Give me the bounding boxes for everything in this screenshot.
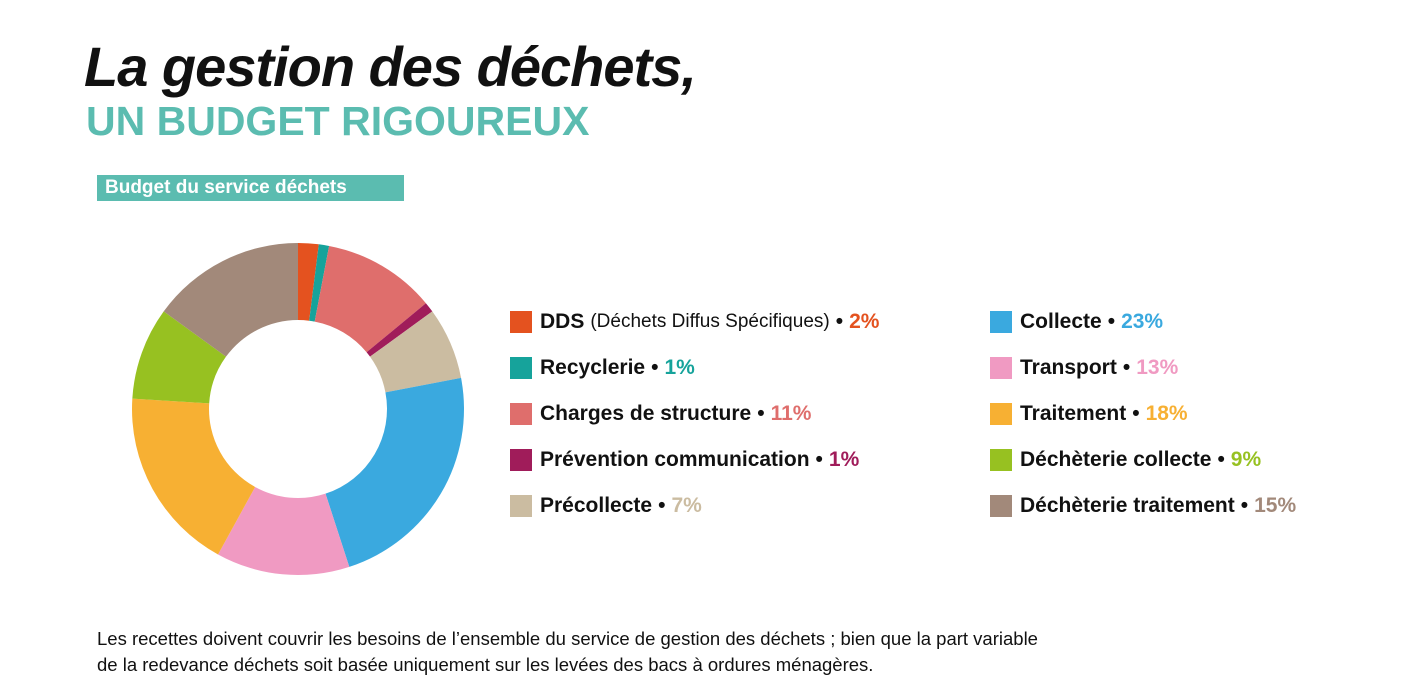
- legend-item: Collecte • 23%: [990, 310, 1163, 334]
- legend-value: 15%: [1254, 494, 1297, 517]
- legend-value: 1%: [828, 448, 860, 471]
- donut-slice: [366, 303, 433, 357]
- legend-value: 23%: [1121, 310, 1164, 333]
- legend-label: Traitement: [1020, 402, 1127, 425]
- legend-bullet: •: [658, 494, 666, 517]
- legend-item: Transport • 13%: [990, 356, 1178, 380]
- legend-label: Prévention communication: [540, 448, 810, 471]
- legend-label: Charges de structure: [540, 402, 752, 425]
- legend-bullet: •: [1132, 402, 1140, 425]
- legend-bullet: •: [1122, 356, 1131, 379]
- legend-value: 1%: [664, 356, 695, 379]
- legend-bullet: •: [651, 356, 659, 379]
- legend-swatch: [510, 449, 532, 471]
- legend-swatch: [510, 357, 532, 379]
- legend-swatch: [990, 403, 1012, 425]
- legend-bullet: •: [815, 448, 823, 471]
- legend-label: Transport: [1020, 356, 1117, 379]
- legend-item: Charges de structure • 11%: [510, 402, 811, 426]
- legend-swatch: [510, 495, 532, 517]
- legend-swatch: [990, 311, 1012, 333]
- legend-bullet: •: [1240, 494, 1249, 517]
- legend-bullet: •: [757, 402, 765, 425]
- legend-swatch: [510, 311, 532, 333]
- footer-note: Les recettes doivent couvrir les besoins…: [97, 626, 1038, 678]
- donut-chart: [132, 243, 465, 575]
- donut-slice: [309, 244, 330, 322]
- legend-swatch: [990, 357, 1012, 379]
- legend-item: DDS (Déchets Diffus Spécifiques) • 2%: [510, 310, 879, 334]
- legend-bullet: •: [1217, 448, 1225, 471]
- legend-item: Déchèterie collecte • 9%: [990, 448, 1261, 472]
- page-subtitle: UN BUDGET RIGOUREUX: [86, 98, 590, 144]
- legend-note: (Déchets Diffus Spécifiques): [590, 311, 830, 332]
- donut-slice: [163, 243, 298, 357]
- donut-slice: [132, 398, 256, 555]
- donut-slice: [314, 245, 426, 353]
- legend-swatch: [990, 495, 1012, 517]
- donut-slice: [325, 377, 465, 567]
- legend-bullet: •: [835, 310, 844, 333]
- legend-value: 11%: [770, 402, 812, 425]
- legend-label: Précollecte: [540, 494, 653, 517]
- legend-value: 9%: [1230, 448, 1262, 471]
- footer-line-1: Les recettes doivent couvrir les besoins…: [97, 628, 1038, 649]
- legend-label: DDS: [540, 310, 585, 333]
- chart-title: Budget du service déchets: [97, 175, 404, 201]
- page-title: La gestion des déchets,: [84, 35, 697, 98]
- legend-value: 13%: [1136, 356, 1179, 379]
- legend-label: Déchèterie collecte: [1020, 448, 1212, 471]
- legend-value: 2%: [849, 310, 880, 333]
- donut-slice: [132, 311, 226, 404]
- donut-slice: [370, 311, 462, 393]
- legend-item: Précollecte • 7%: [510, 494, 702, 518]
- legend-label: Collecte: [1020, 310, 1102, 333]
- legend-label: Recyclerie: [540, 356, 646, 379]
- donut-slice: [218, 486, 350, 575]
- legend-item: Traitement • 18%: [990, 402, 1188, 426]
- footer-line-2: de la redevance déchets soit basée uniqu…: [97, 654, 874, 675]
- legend-item: Prévention communication • 1%: [510, 448, 859, 472]
- legend-item: Recyclerie • 1%: [510, 356, 695, 380]
- legend-value: 7%: [671, 494, 702, 517]
- legend-label: Déchèterie traitement: [1020, 494, 1235, 517]
- legend-value: 18%: [1145, 402, 1188, 425]
- legend-bullet: •: [1107, 310, 1116, 333]
- legend-swatch: [510, 403, 532, 425]
- legend-item: Déchèterie traitement • 15%: [990, 494, 1296, 518]
- donut-slice: [298, 243, 319, 321]
- legend-swatch: [990, 449, 1012, 471]
